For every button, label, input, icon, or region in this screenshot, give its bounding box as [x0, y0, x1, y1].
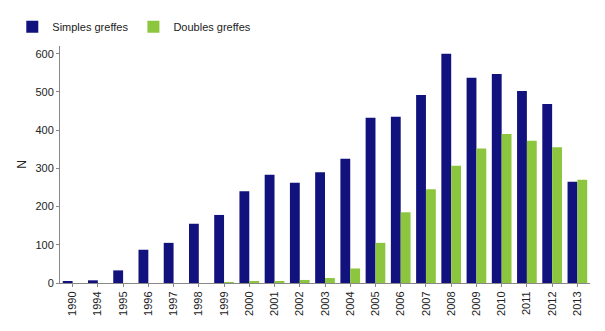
svg-text:2011: 2011 [520, 291, 532, 315]
svg-text:1997: 1997 [167, 291, 179, 315]
svg-text:2009: 2009 [470, 291, 482, 315]
svg-text:1990: 1990 [66, 291, 78, 315]
svg-text:2000: 2000 [243, 291, 255, 315]
svg-text:2006: 2006 [394, 291, 406, 315]
svg-text:N: N [15, 160, 29, 169]
svg-text:600: 600 [35, 48, 53, 60]
svg-text:2001: 2001 [268, 291, 280, 315]
svg-text:400: 400 [35, 124, 53, 136]
svg-text:2004: 2004 [344, 291, 356, 315]
svg-text:Doubles greffes: Doubles greffes [173, 21, 250, 33]
svg-text:2007: 2007 [420, 291, 432, 315]
svg-text:2013: 2013 [571, 291, 583, 315]
svg-text:500: 500 [35, 86, 53, 98]
svg-text:1998: 1998 [192, 291, 204, 315]
svg-text:100: 100 [35, 239, 53, 251]
svg-text:2012: 2012 [546, 291, 558, 315]
svg-text:300: 300 [35, 162, 53, 174]
svg-text:Simples greffes: Simples greffes [52, 21, 128, 33]
svg-text:2002: 2002 [293, 291, 305, 315]
svg-text:0: 0 [48, 277, 54, 289]
svg-text:200: 200 [35, 200, 53, 212]
svg-text:2003: 2003 [319, 291, 331, 315]
svg-text:1995: 1995 [117, 291, 129, 315]
svg-text:2008: 2008 [445, 291, 457, 315]
svg-text:1996: 1996 [142, 291, 154, 315]
svg-text:2005: 2005 [369, 291, 381, 315]
svg-text:1999: 1999 [218, 291, 230, 315]
svg-text:1994: 1994 [91, 291, 103, 315]
svg-text:2010: 2010 [495, 291, 507, 315]
